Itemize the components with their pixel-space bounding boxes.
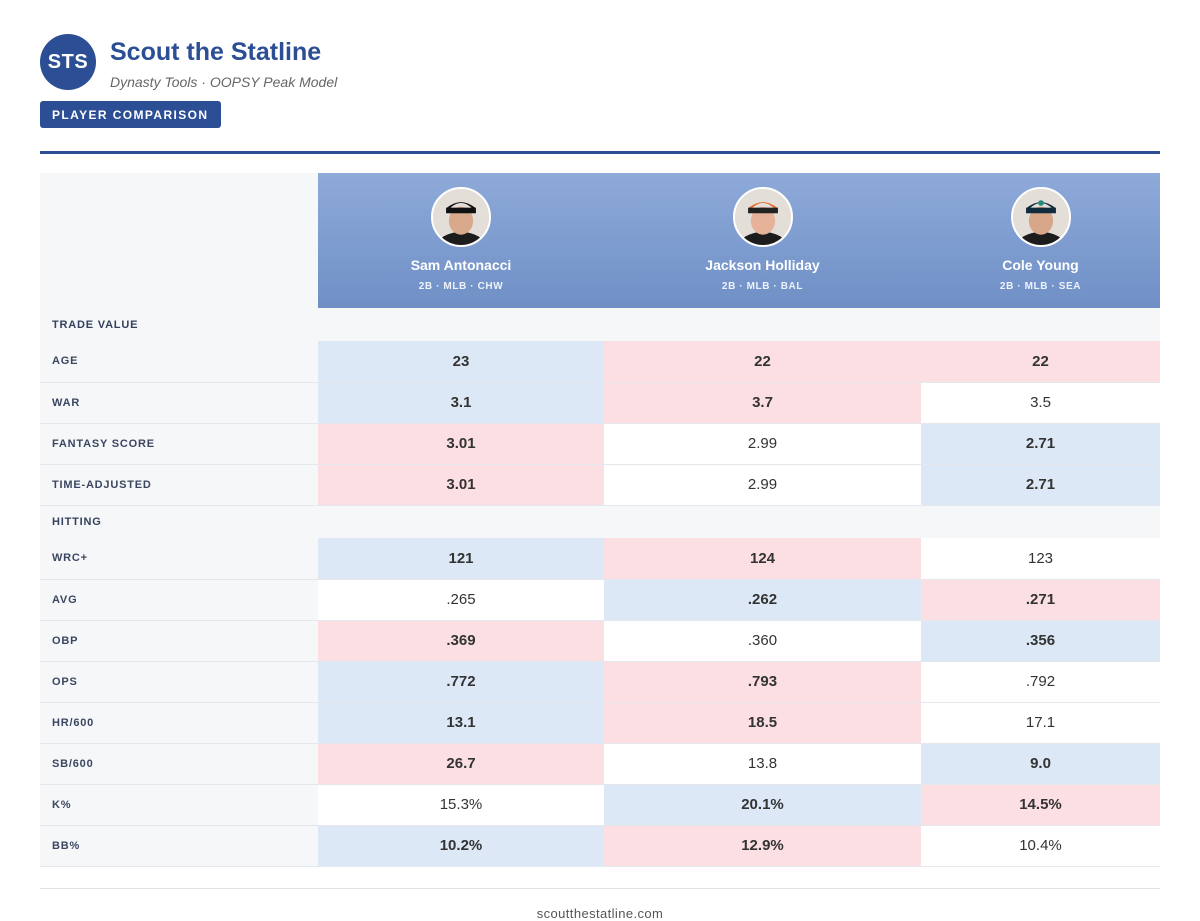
- player-meta: 2B · MLB · BAL: [721, 281, 804, 292]
- header-corner: [40, 173, 318, 308]
- metric-value: 2.99: [604, 464, 921, 506]
- metric-value: 17.1: [921, 702, 1160, 744]
- metric-value: .265: [318, 579, 604, 621]
- player-comparison-badge: PLAYER COMPARISON: [40, 101, 221, 128]
- metric-value: 2.99: [604, 423, 921, 465]
- metric-label: AGE: [40, 341, 318, 383]
- section-row: TRADE VALUE: [40, 308, 1160, 341]
- metric-value: 22: [604, 341, 921, 383]
- metric-value: 26.7: [318, 743, 604, 785]
- metric-label: HR/600: [40, 702, 318, 744]
- player-name: Jackson Holliday: [705, 257, 820, 273]
- metric-value: 18.5: [604, 702, 921, 744]
- metric-value: .792: [921, 661, 1160, 703]
- player-meta: 2B · MLB · CHW: [418, 281, 504, 292]
- metric-row: SB/600 26.7 13.8 9.0: [40, 743, 1160, 785]
- metric-label: OBP: [40, 620, 318, 662]
- header: STS Scout the Statline Dynasty Tools · O…: [40, 34, 1160, 134]
- section-title: HITTING: [40, 505, 1160, 538]
- metric-value: 2.71: [921, 423, 1160, 465]
- metric-label: AVG: [40, 579, 318, 621]
- metric-row: AGE 23 22 22: [40, 341, 1160, 383]
- metric-row: WRC+ 121 124 123: [40, 538, 1160, 580]
- comparison-table: Sam Antonacci 2B · MLB · CHW Jackson Hol…: [40, 173, 1160, 867]
- metric-value: 3.01: [318, 423, 604, 465]
- player-header-row: Sam Antonacci 2B · MLB · CHW Jackson Hol…: [40, 173, 1160, 308]
- player-meta: 2B · MLB · SEA: [999, 281, 1082, 292]
- logo: STS: [40, 34, 96, 90]
- metric-row: BB% 10.2% 12.9% 10.4%: [40, 825, 1160, 867]
- player-headshot-icon: [431, 187, 491, 247]
- metric-value: 3.5: [921, 382, 1160, 424]
- metric-value: 23: [318, 341, 604, 383]
- section-title: TRADE VALUE: [40, 308, 1160, 341]
- metric-value: .356: [921, 620, 1160, 662]
- metric-value: .262: [604, 579, 921, 621]
- metric-row: AVG .265.262.271: [40, 579, 1160, 621]
- player-column-3: Cole Young 2B · MLB · SEA: [921, 173, 1160, 308]
- metric-label: OPS: [40, 661, 318, 703]
- metric-value: 3.1: [318, 382, 604, 424]
- metric-label: FANTASY SCORE: [40, 423, 318, 465]
- metric-value: 14.5%: [921, 784, 1160, 826]
- metric-value: 121: [318, 538, 604, 580]
- brand-subtitle: Dynasty Tools · OOPSY Peak Model: [110, 74, 338, 90]
- player-column-1: Sam Antonacci 2B · MLB · CHW: [318, 173, 604, 308]
- metric-value: .271: [921, 579, 1160, 621]
- metric-row: TIME-ADJUSTED 3.01 2.99 2.71: [40, 464, 1160, 506]
- metric-row: OBP .369.360.356: [40, 620, 1160, 662]
- metric-value: 13.1: [318, 702, 604, 744]
- metric-label: BB%: [40, 825, 318, 867]
- metric-value: 10.4%: [921, 825, 1160, 867]
- metric-value: 13.8: [604, 743, 921, 785]
- player-headshot-icon: [1010, 187, 1071, 247]
- metric-value: 22: [921, 341, 1160, 383]
- metric-value: 2.71: [921, 464, 1160, 506]
- metric-row: FANTASY SCORE 3.01 2.99 2.71: [40, 423, 1160, 465]
- metric-value: .369: [318, 620, 604, 662]
- comparison-body: TRADE VALUE AGE 23 22 22 WAR 3.1 3.7 3.5 FANTASY …: [40, 308, 1160, 867]
- metric-label: SB/600: [40, 743, 318, 785]
- metric-value: .772: [318, 661, 604, 703]
- player-column-2: Jackson Holliday 2B · MLB · BAL: [604, 173, 921, 308]
- metric-value: 20.1%: [604, 784, 921, 826]
- metric-value: 10.2%: [318, 825, 604, 867]
- metric-row: OPS .772.793.792: [40, 661, 1160, 703]
- metric-value: 9.0: [921, 743, 1160, 785]
- metric-row: WAR 3.1 3.7 3.5: [40, 382, 1160, 424]
- player-name: Sam Antonacci: [410, 257, 512, 273]
- player-name: Cole Young: [1002, 257, 1079, 273]
- metric-value: 123: [921, 538, 1160, 580]
- metric-label: WAR: [40, 382, 318, 424]
- metric-value: 3.01: [318, 464, 604, 506]
- footer-url: scoutthestatline.com: [536, 906, 664, 921]
- metric-value: 12.9%: [604, 825, 921, 867]
- metric-value: 124: [604, 538, 921, 580]
- metric-label: K%: [40, 784, 318, 826]
- footer-divider: [40, 888, 1160, 889]
- metric-label: WRC+: [40, 538, 318, 580]
- metric-value: .793: [604, 661, 921, 703]
- metric-value: 3.7: [604, 382, 921, 424]
- header-divider: [40, 151, 1160, 154]
- metric-value: 15.3%: [318, 784, 604, 826]
- player-headshot-icon: [732, 187, 793, 247]
- metric-row: HR/600 13.1 18.5 17.1: [40, 702, 1160, 744]
- metric-label: TIME-ADJUSTED: [40, 464, 318, 506]
- metric-value: .360: [604, 620, 921, 662]
- metric-row: K% 15.3% 20.1% 14.5%: [40, 784, 1160, 826]
- brand-title: Scout the Statline: [110, 38, 322, 66]
- section-row: HITTING: [40, 505, 1160, 538]
